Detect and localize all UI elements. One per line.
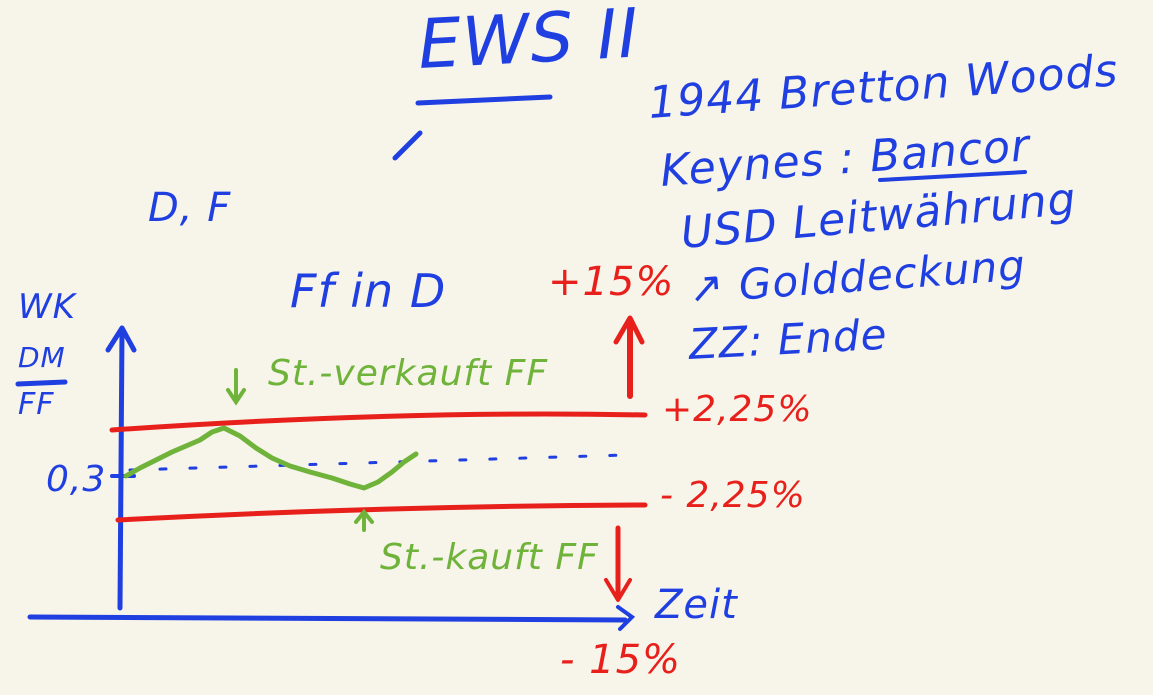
lower-band-label: - 2,25%: [660, 475, 806, 516]
upper-band-label: +2,25%: [662, 389, 813, 430]
x-axis: [27, 614, 628, 623]
buy-arrowhead: [354, 508, 374, 524]
page-title: EWS II: [416, 0, 642, 85]
x-axis-arrowhead: [616, 605, 636, 631]
title-underline: [415, 94, 553, 106]
wide-band-up-arrowhead: [613, 315, 645, 345]
buy-label: St.-kauft FF: [380, 537, 599, 578]
axis-label-ff: FF: [18, 387, 55, 422]
time-axis-label: Zeit: [655, 582, 738, 628]
wide-upper-label: +15%: [548, 259, 675, 305]
exchange-rate-curve: [123, 425, 419, 491]
sell-label: St.-verkauft FF: [268, 353, 549, 394]
wide-band-down-arrowhead: [604, 578, 632, 602]
countries-label: D, F: [148, 185, 232, 231]
axis-label-wk: WK: [18, 287, 76, 327]
wide-lower-label: - 15%: [560, 637, 682, 683]
parity-line: [128, 453, 627, 472]
note-zz: ZZ: Ende: [687, 309, 889, 369]
y-axis: [117, 327, 125, 611]
central-rate-label: 0,3: [46, 459, 107, 500]
fraction-bar: [15, 379, 68, 387]
y-axis-arrowhead: [105, 325, 137, 353]
upper-band-line: [109, 411, 648, 433]
diagram-subtitle: Ff in D: [290, 264, 447, 318]
bancor-strike: [878, 170, 1027, 182]
axis-label-dm: DM: [18, 341, 66, 374]
sell-arrowhead: [226, 388, 246, 406]
lower-band-line: [115, 502, 648, 523]
title-slash: [392, 130, 423, 161]
